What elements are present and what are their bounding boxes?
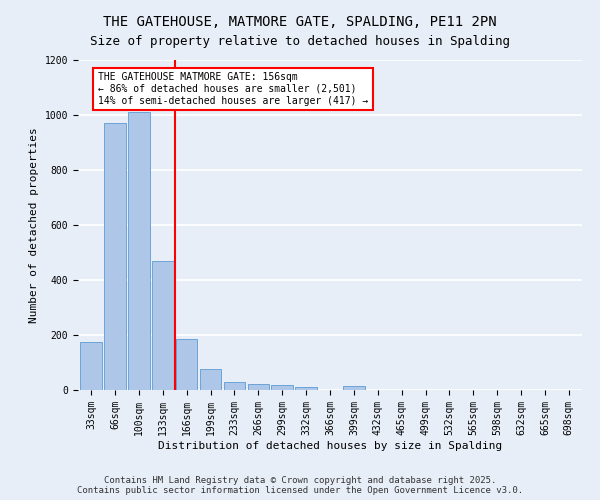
Bar: [295, 386, 317, 390]
Bar: [80, 342, 102, 390]
Bar: [224, 382, 245, 390]
Bar: [271, 385, 293, 390]
Bar: [200, 370, 221, 390]
Bar: [343, 386, 365, 390]
Text: THE GATEHOUSE, MATMORE GATE, SPALDING, PE11 2PN: THE GATEHOUSE, MATMORE GATE, SPALDING, P…: [103, 15, 497, 29]
Bar: [248, 384, 269, 390]
Text: Contains HM Land Registry data © Crown copyright and database right 2025.
Contai: Contains HM Land Registry data © Crown c…: [77, 476, 523, 495]
Bar: [152, 261, 173, 390]
Y-axis label: Number of detached properties: Number of detached properties: [29, 127, 39, 323]
Bar: [104, 123, 126, 390]
Bar: [128, 112, 149, 390]
X-axis label: Distribution of detached houses by size in Spalding: Distribution of detached houses by size …: [158, 440, 502, 450]
Bar: [176, 339, 197, 390]
Text: THE GATEHOUSE MATMORE GATE: 156sqm
← 86% of detached houses are smaller (2,501)
: THE GATEHOUSE MATMORE GATE: 156sqm ← 86%…: [98, 72, 368, 106]
Text: Size of property relative to detached houses in Spalding: Size of property relative to detached ho…: [90, 35, 510, 48]
